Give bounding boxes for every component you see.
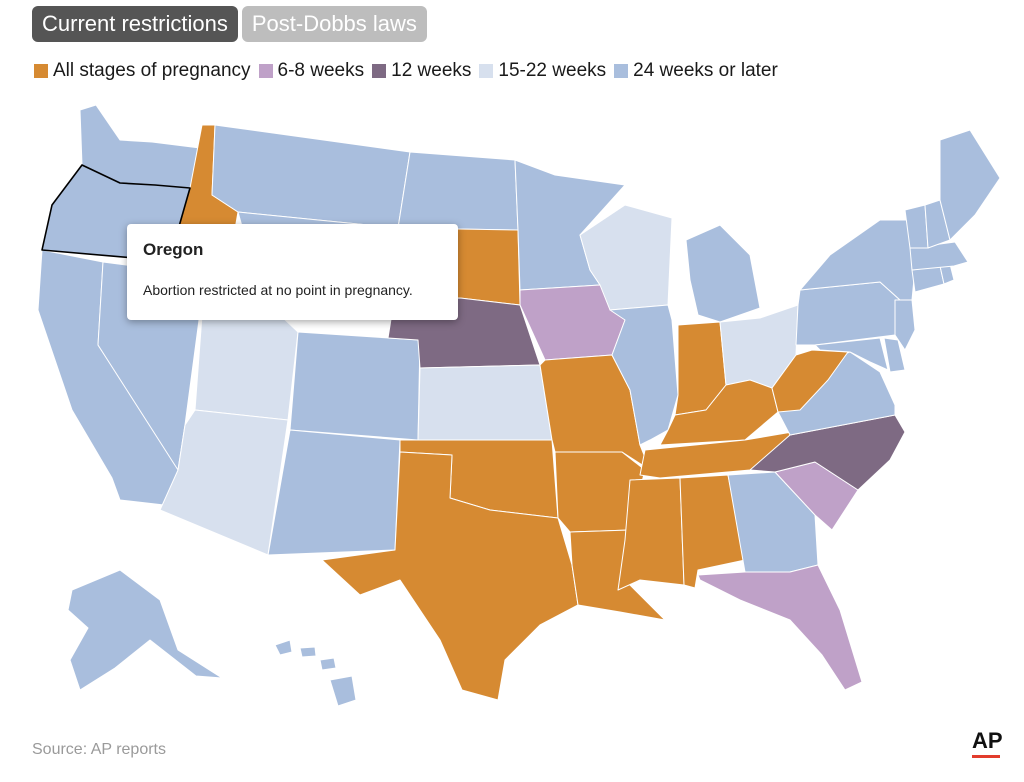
state-new-mexico[interactable]	[267, 429, 401, 556]
state-colorado[interactable]	[289, 331, 421, 441]
state-new-jersey[interactable]	[894, 299, 916, 351]
state-kentucky[interactable]	[659, 379, 779, 446]
legend-swatch	[372, 64, 387, 78]
state-pennsylvania[interactable]	[795, 281, 901, 346]
tooltip-title: Oregon	[143, 240, 204, 259]
legend-swatch	[34, 64, 48, 78]
legend-swatch	[258, 64, 273, 78]
ap-logo: AP	[972, 728, 1003, 758]
legend-label: All stages of pregnancy	[53, 60, 251, 81]
state-tooltip: Oregon Abortion restricted at no point i…	[127, 224, 458, 320]
tab-current-restrictions[interactable]: Current restrictions	[32, 6, 238, 42]
state-maine[interactable]	[939, 129, 1001, 241]
source-note: Source: AP reports	[32, 741, 166, 758]
state-kansas[interactable]	[417, 364, 553, 441]
legend-item-15-22-weeks: 15-22 weeks	[479, 60, 606, 82]
legend-item-12-weeks: 12 weeks	[372, 60, 471, 82]
state-west-virginia[interactable]	[771, 349, 849, 413]
state-massachusetts[interactable]	[909, 241, 969, 271]
state-hawaii[interactable]	[319, 657, 337, 671]
view-tabs: Current restrictions Post-Dobbs laws	[32, 6, 427, 42]
state-hawaii[interactable]	[274, 639, 293, 656]
state-alaska[interactable]	[67, 569, 223, 691]
state-florida[interactable]	[697, 564, 863, 691]
us-map	[37, 104, 1001, 707]
legend-label: 24 weeks or later	[633, 60, 778, 81]
ap-logo-bar	[972, 755, 1000, 758]
legend-label: 15-22 weeks	[498, 60, 607, 81]
tab-post-dobbs-laws[interactable]: Post-Dobbs laws	[241, 6, 427, 42]
state-texas[interactable]	[321, 451, 579, 701]
state-delaware[interactable]	[883, 337, 906, 373]
legend-item-24-weeks: 24 weeks or later	[614, 60, 778, 82]
ap-logo-text: AP	[972, 728, 1003, 753]
state-hawaii[interactable]	[299, 646, 317, 658]
legend-swatch	[479, 64, 494, 78]
state-hawaii[interactable]	[329, 675, 357, 707]
legend-item-all-stages: All stages of pregnancy	[34, 60, 251, 82]
state-michigan[interactable]	[685, 224, 761, 323]
state-arizona[interactable]	[159, 409, 289, 556]
state-north-dakota[interactable]	[397, 151, 519, 231]
legend-label: 12 weeks	[391, 60, 472, 81]
tooltip-body: Abortion restricted at no point in pregn…	[143, 282, 413, 298]
legend-item-6-8-weeks: 6-8 weeks	[258, 60, 365, 82]
legend: All stages of pregnancy 6-8 weeks 12 wee…	[34, 60, 786, 82]
state-illinois[interactable]	[609, 304, 679, 446]
legend-label: 6-8 weeks	[277, 60, 365, 81]
state-maryland[interactable]	[814, 337, 889, 371]
legend-swatch	[614, 64, 629, 78]
